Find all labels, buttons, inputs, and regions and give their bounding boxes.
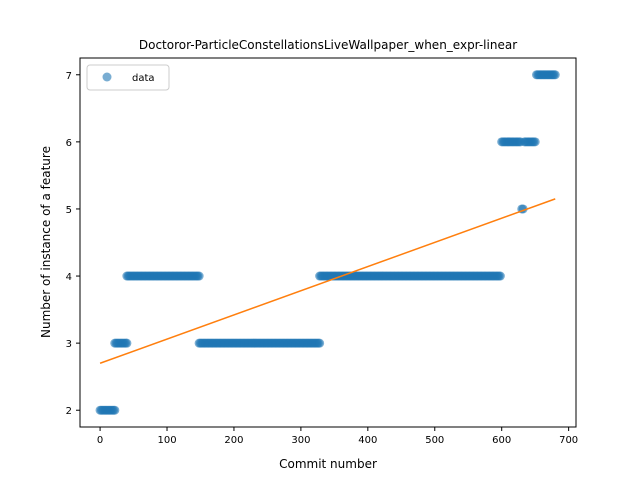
x-tick-label: 200 [224,435,243,446]
axes-frame [79,57,577,428]
data-point [122,338,132,348]
x-tick-label: 500 [425,435,444,446]
fit-line [99,198,556,364]
x-tick-label: 700 [559,435,578,446]
x-tick-label: 0 [97,435,103,446]
plot-area [95,70,560,415]
data-point [530,137,540,147]
chart-title: Doctoror-ParticleConstellationsLiveWallp… [139,38,517,52]
y-axis: 2 3 4 5 6 7 [66,71,80,417]
data-point [550,70,560,80]
data-point [110,405,120,415]
y-tick-label: 6 [66,138,72,149]
legend: data [86,64,170,91]
y-tick-label: 2 [66,406,72,417]
x-tick-label: 600 [492,435,511,446]
data-point [315,338,325,348]
y-tick-label: 5 [66,205,72,216]
x-tick-label: 100 [157,435,176,446]
legend-marker [102,72,112,82]
legend-box [86,64,170,91]
x-axis: 0 100 200 300 400 500 600 700 [97,427,578,446]
data-point [194,271,204,281]
y-axis-label: Number of instance of a feature [39,146,53,338]
x-tick-label: 300 [291,435,310,446]
data-point [495,271,505,281]
y-tick-label: 3 [66,339,72,350]
legend-label-data: data [132,73,155,84]
y-tick-label: 7 [66,71,72,82]
x-axis-label: Commit number [279,457,377,471]
x-tick-label: 400 [358,435,377,446]
y-tick-label: 4 [66,272,72,283]
